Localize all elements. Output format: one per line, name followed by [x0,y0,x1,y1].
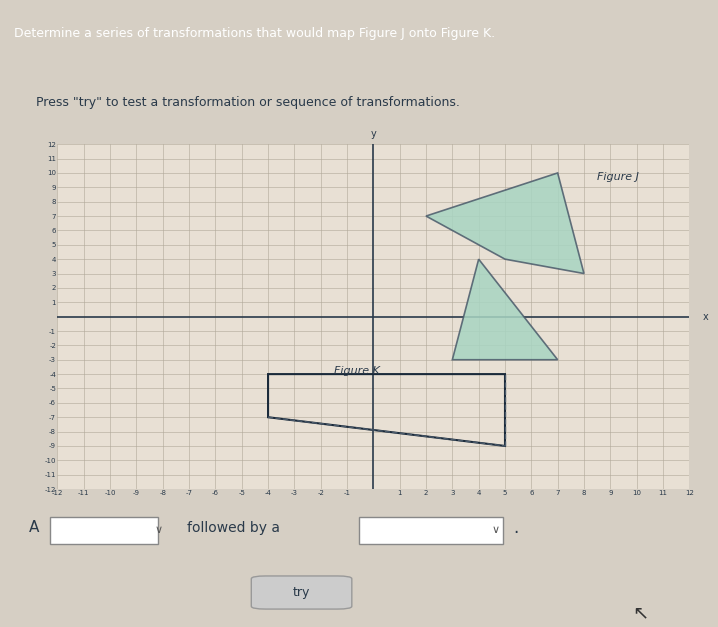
Text: followed by a: followed by a [187,520,280,535]
Text: Determine a series of transformations that would map Figure J onto Figure K.: Determine a series of transformations th… [14,28,495,40]
Text: ∨: ∨ [492,525,500,535]
Text: ∨: ∨ [154,525,162,535]
Text: x: x [702,312,708,322]
Text: .: . [513,519,518,537]
Text: y: y [370,129,376,139]
FancyBboxPatch shape [50,517,158,544]
Text: Figure J: Figure J [597,172,639,182]
Text: Figure K: Figure K [334,366,380,376]
Text: try: try [293,586,310,599]
Text: ↖: ↖ [632,604,648,623]
FancyBboxPatch shape [251,576,352,609]
Polygon shape [452,259,558,360]
Text: Press "try" to test a transformation or sequence of transformations.: Press "try" to test a transformation or … [36,97,460,109]
Polygon shape [426,173,584,273]
FancyBboxPatch shape [359,517,503,544]
Text: A: A [29,520,39,535]
